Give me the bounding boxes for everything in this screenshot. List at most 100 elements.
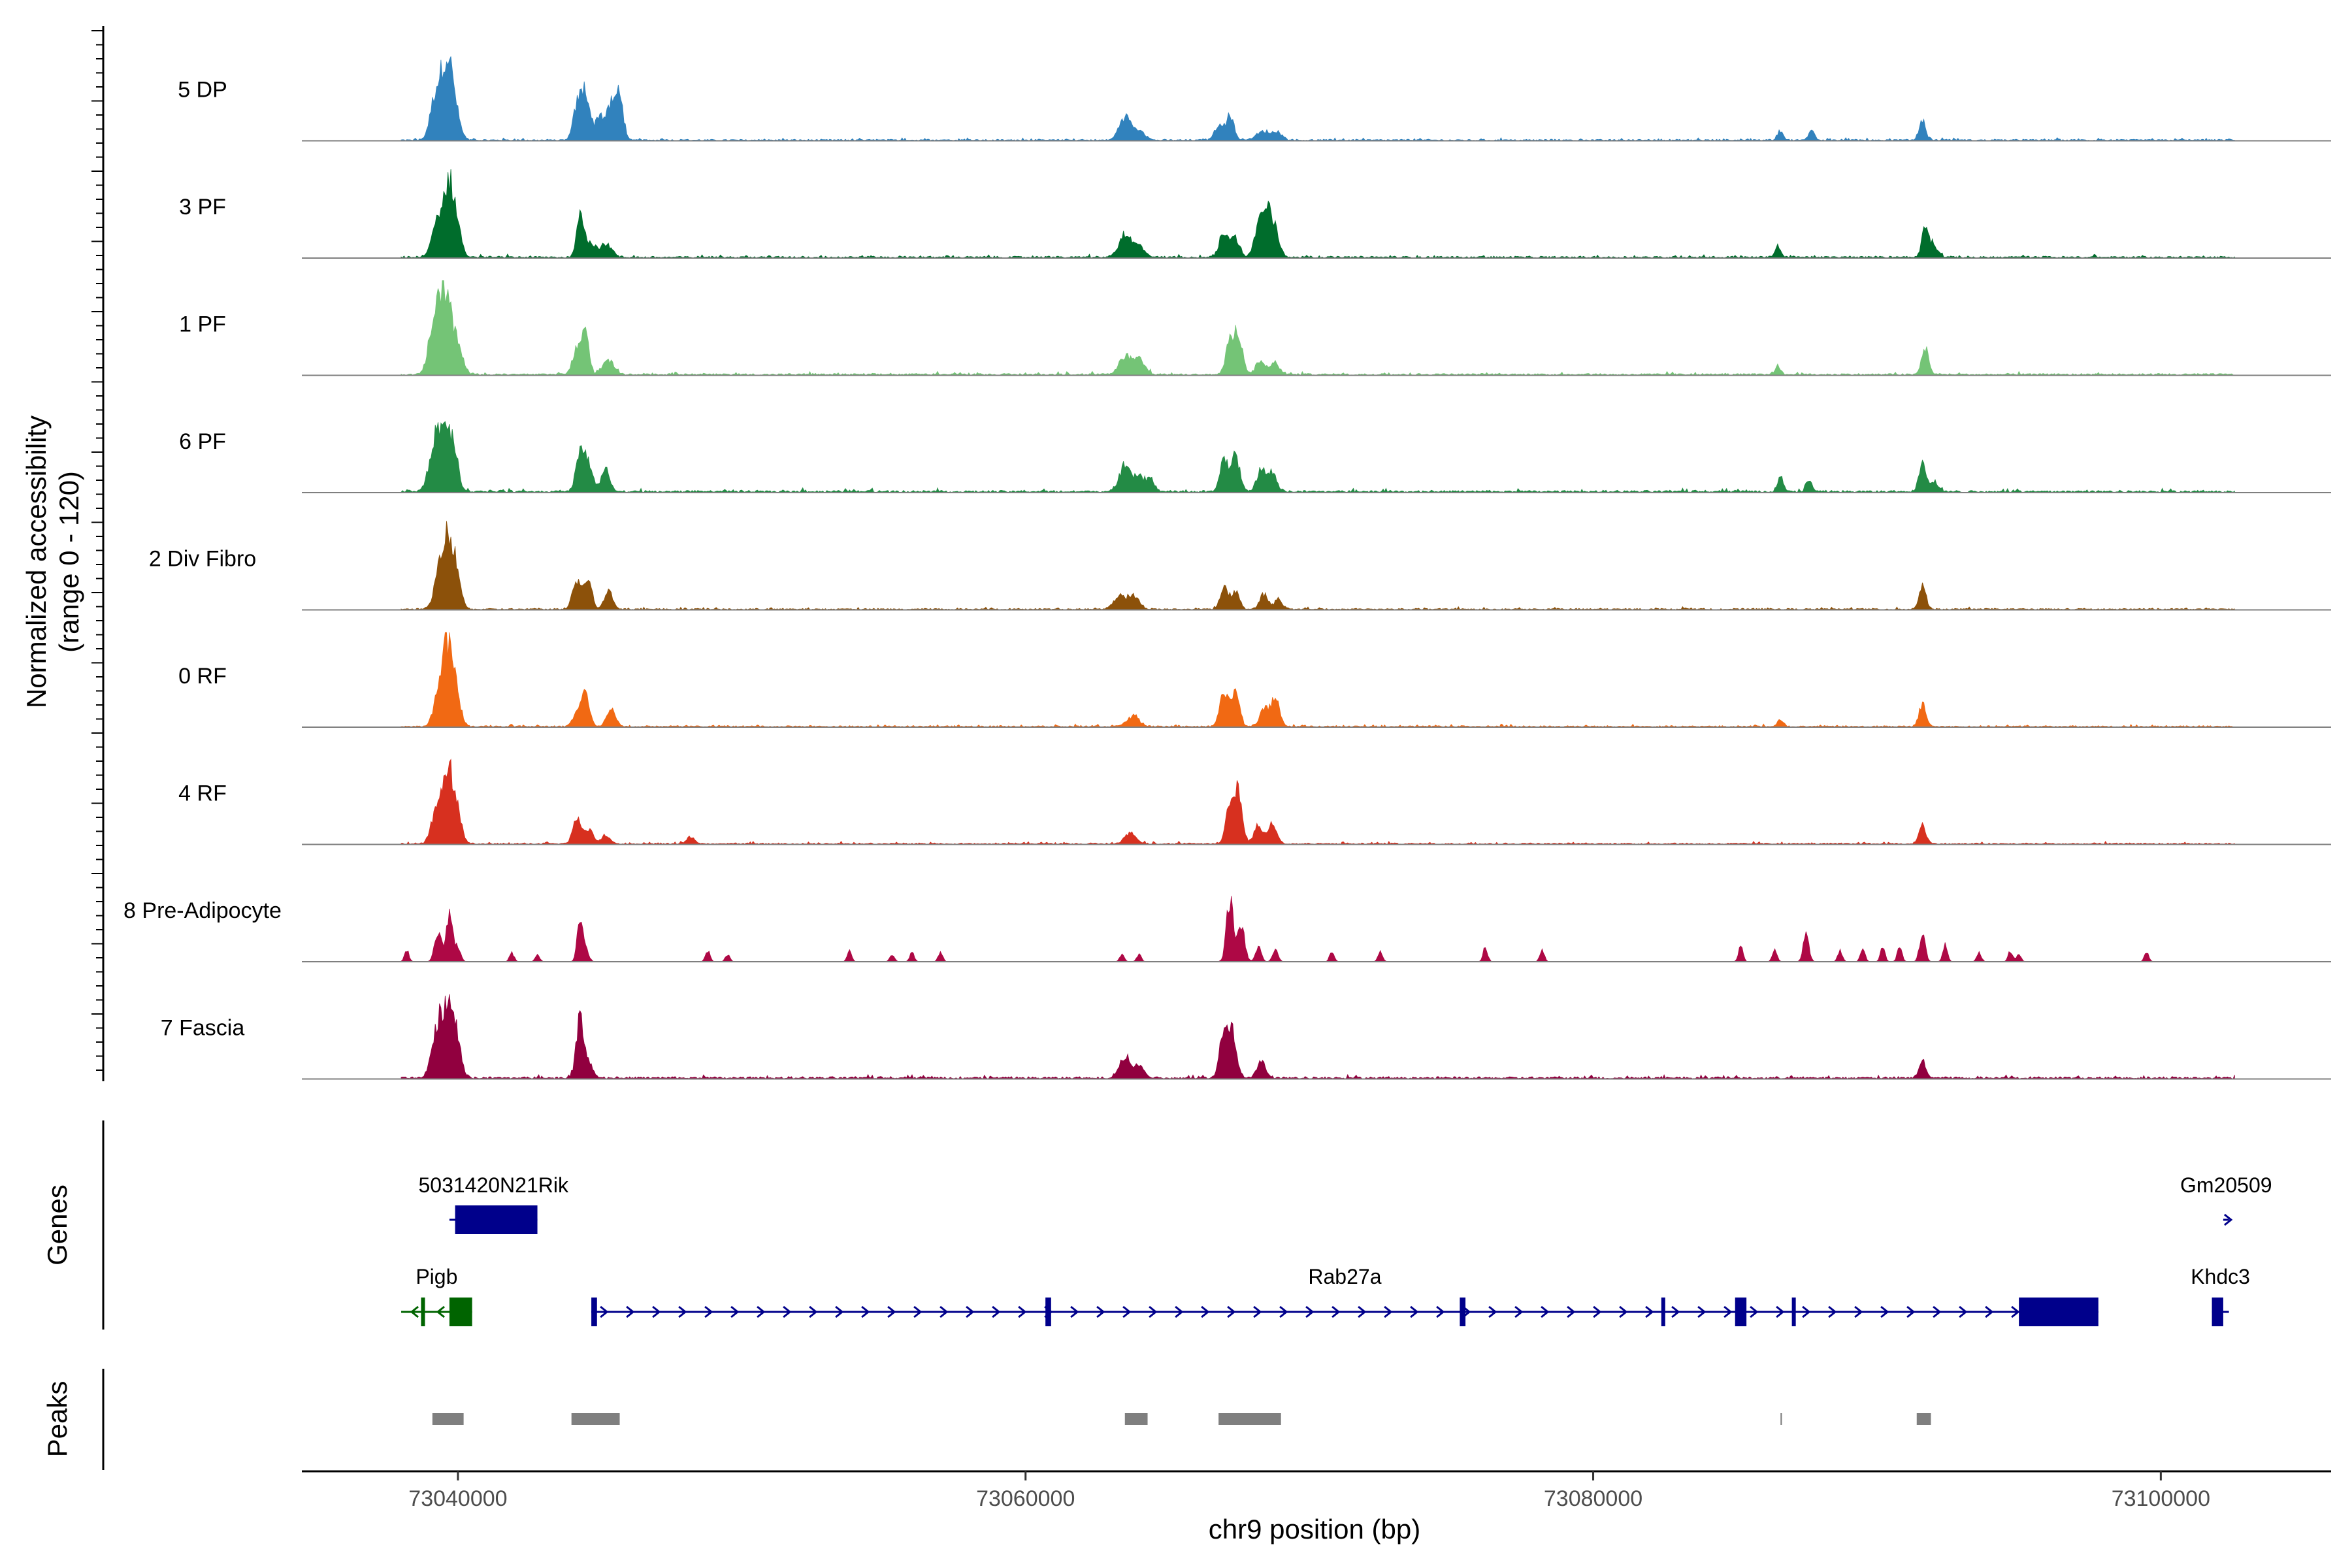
exon xyxy=(1661,1298,1665,1326)
strand-arrow xyxy=(1070,1305,1079,1318)
gene-rab27a: Rab27a xyxy=(591,1265,2099,1326)
strand-arrow xyxy=(1410,1305,1419,1318)
exon xyxy=(421,1298,425,1326)
gene-gm20509: Gm20509 xyxy=(2180,1173,2272,1226)
strand-arrow xyxy=(1567,1305,1576,1318)
strand-arrow xyxy=(992,1305,1001,1318)
strand-arrow xyxy=(913,1305,923,1318)
track-1-pf: 1 PF xyxy=(179,280,2331,376)
coverage-area xyxy=(400,994,2235,1080)
peak-region xyxy=(1780,1413,1782,1425)
strand-arrow xyxy=(1122,1305,1132,1318)
strand-arrow xyxy=(1933,1305,1942,1318)
track-0-rf: 0 RF xyxy=(178,632,2331,728)
exon xyxy=(1460,1298,1466,1326)
strand-arrow xyxy=(1175,1305,1184,1318)
strand-arrow xyxy=(1959,1305,1968,1318)
strand-arrow xyxy=(1697,1305,1707,1318)
strand-arrow xyxy=(1854,1305,1863,1318)
x-tick-label: 73080000 xyxy=(1544,1486,1642,1511)
track-label: 4 RF xyxy=(178,781,227,806)
peaks-track xyxy=(432,1413,1931,1425)
track-5-dp: 5 DP xyxy=(178,56,2331,142)
gene-label: Khdc3 xyxy=(2191,1265,2250,1288)
exon xyxy=(2019,1298,2099,1326)
exon xyxy=(591,1298,597,1326)
gene-label: Rab27a xyxy=(1308,1265,1381,1288)
strand-arrow xyxy=(2011,1305,2020,1318)
coverage-area xyxy=(400,632,2235,728)
strand-arrow xyxy=(1149,1305,1158,1318)
x-axis-title: chr9 position (bp) xyxy=(1209,1514,1421,1544)
x-tick-label: 73100000 xyxy=(2112,1486,2210,1511)
x-tick-label: 73060000 xyxy=(976,1486,1075,1511)
strand-arrow xyxy=(1384,1305,1393,1318)
strand-arrow xyxy=(1305,1305,1315,1318)
track-4-rf: 4 RF xyxy=(178,759,2331,845)
track-label: 5 DP xyxy=(178,78,227,103)
exon xyxy=(455,1205,538,1234)
track-7-fascia: 7 Fascia xyxy=(161,994,2331,1080)
track-label: 1 PF xyxy=(179,312,226,337)
strand-arrow xyxy=(652,1305,661,1318)
coverage-area xyxy=(400,56,2235,141)
strand-arrow xyxy=(1985,1305,1994,1318)
strand-arrow xyxy=(410,1305,419,1318)
strand-arrow xyxy=(1358,1305,1367,1318)
strand-arrow xyxy=(1253,1305,1262,1318)
strand-arrow xyxy=(1436,1305,1445,1318)
gene-label: 5031420N21Rik xyxy=(418,1173,569,1197)
x-tick-label: 73040000 xyxy=(408,1486,507,1511)
exon xyxy=(1791,1298,1796,1326)
track-8-pre-adipocyte: 8 Pre-Adipocyte xyxy=(123,896,2331,962)
x-axis-ticks: 73040000 73060000 73080000 73100000 xyxy=(408,1471,2210,1511)
peak-region xyxy=(1124,1413,1148,1425)
coverage-tracks: 5 DP 3 PF 1 PF 6 PF 2 Div Fibro 0 RF 4 RF 8 Pre… xyxy=(123,56,2331,1080)
peaks-panel-title: Peaks xyxy=(42,1381,73,1458)
strand-arrow xyxy=(1802,1305,1811,1318)
track-label: 8 Pre-Adipocyte xyxy=(123,898,282,923)
strand-arrow xyxy=(757,1305,766,1318)
strand-arrow xyxy=(1201,1305,1210,1318)
genes-track: 5031420N21Rik Gm20509 Pigb Rab27a Khdc3 xyxy=(401,1173,2272,1326)
track-label: 3 PF xyxy=(179,195,226,220)
strand-arrow xyxy=(730,1305,740,1318)
strand-arrow xyxy=(783,1305,792,1318)
gene-label: Pigb xyxy=(416,1265,457,1288)
strand-arrow xyxy=(809,1305,818,1318)
strand-arrow xyxy=(1227,1305,1236,1318)
strand-arrow xyxy=(939,1305,949,1318)
exon xyxy=(1045,1298,1051,1326)
genes-panel-title: Genes xyxy=(42,1184,73,1266)
strand-arrow xyxy=(1828,1305,1837,1318)
track-label: 6 PF xyxy=(179,429,226,454)
strand-arrow xyxy=(1488,1305,1497,1318)
strand-arrow xyxy=(1880,1305,1889,1318)
strand-arrow xyxy=(1671,1305,1680,1318)
y-axis-title-line1: Normalized accessibility xyxy=(21,416,52,708)
coverage-area xyxy=(400,169,2235,259)
coverage-area xyxy=(400,896,2235,962)
exon xyxy=(2212,1298,2223,1326)
gene-label: Gm20509 xyxy=(2180,1173,2272,1197)
strand-arrow xyxy=(1018,1305,1027,1318)
gene-5031420n21rik: 5031420N21Rik xyxy=(418,1173,569,1234)
strand-arrow xyxy=(626,1305,635,1318)
coverage-area xyxy=(400,521,2235,610)
exon xyxy=(449,1298,472,1326)
strand-arrow xyxy=(1593,1305,1602,1318)
coverage-area xyxy=(400,759,2235,845)
coverage-area xyxy=(400,280,2235,376)
track-label: 0 RF xyxy=(178,664,227,689)
coverage-area xyxy=(400,421,2235,493)
strand-arrow xyxy=(2223,1213,2233,1226)
strand-arrow xyxy=(1096,1305,1105,1318)
strand-arrow xyxy=(600,1305,609,1318)
strand-arrow xyxy=(1331,1305,1341,1318)
strand-arrow xyxy=(1906,1305,1916,1318)
strand-arrow xyxy=(704,1305,713,1318)
strand-arrow xyxy=(966,1305,975,1318)
gene-khdc3: Khdc3 xyxy=(2191,1265,2250,1326)
strand-arrow xyxy=(436,1305,445,1318)
